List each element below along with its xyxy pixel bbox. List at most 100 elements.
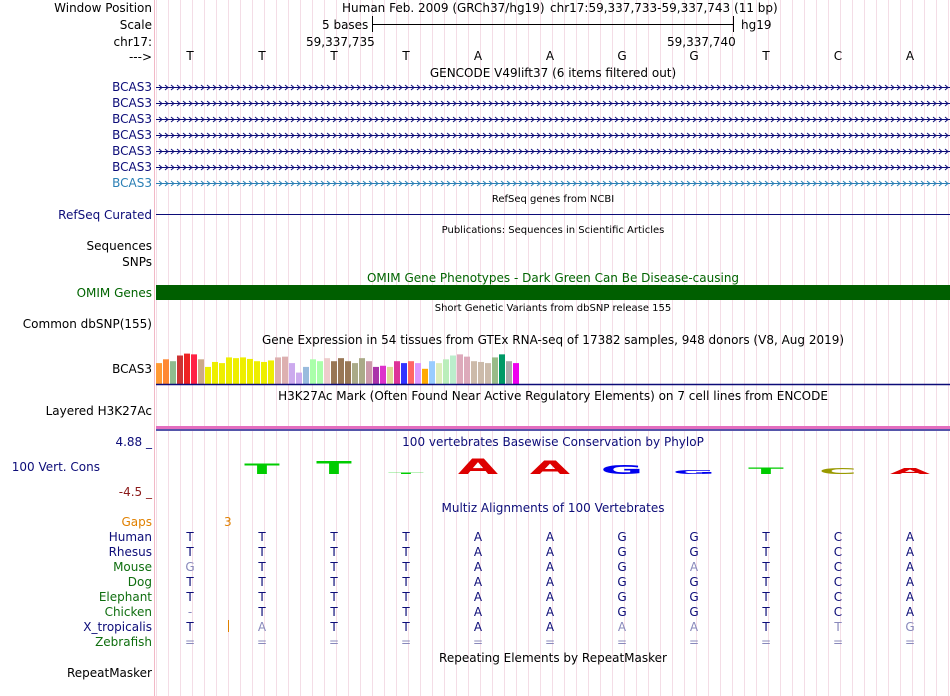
gtex-tissue-bar[interactable]: [415, 363, 421, 384]
gtex-tissue-bar[interactable]: [457, 354, 463, 384]
multiz-base: A: [473, 545, 483, 559]
gtex-tissue-bar[interactable]: [303, 366, 309, 384]
gtex-tissue-bar[interactable]: [163, 359, 169, 384]
gtex-tissue-bar[interactable]: [485, 363, 491, 384]
multiz-species-label[interactable]: X_tropicalis: [83, 620, 152, 634]
multiz-base: A: [905, 605, 915, 619]
gencode-transcript-label[interactable]: BCAS3: [112, 96, 152, 110]
gtex-tissue-bar[interactable]: [450, 355, 456, 385]
gencode-transcript[interactable]: [156, 100, 950, 107]
gtex-tissue-bar[interactable]: [219, 363, 225, 384]
gencode-transcript-label[interactable]: BCAS3: [112, 112, 152, 126]
gtex-tissue-bar[interactable]: [205, 366, 211, 384]
gtex-tissue-bar[interactable]: [380, 365, 386, 384]
gtex-tissue-bar[interactable]: [443, 359, 449, 384]
gtex-tissue-bar[interactable]: [464, 356, 470, 384]
h3k27ac-label[interactable]: Layered H3K27Ac: [45, 404, 152, 418]
conservation-label[interactable]: 100 Vert. Cons: [11, 460, 100, 474]
gtex-tissue-bar[interactable]: [212, 361, 218, 384]
gtex-tissue-bar[interactable]: [275, 357, 281, 384]
gencode-transcript[interactable]: [156, 84, 950, 91]
gencode-transcript[interactable]: [156, 164, 950, 171]
gtex-tissue-bar[interactable]: [366, 361, 372, 384]
gtex-tissue-bar[interactable]: [506, 361, 512, 384]
gtex-tissue-bar[interactable]: [429, 361, 435, 384]
snps-label[interactable]: SNPs: [122, 255, 152, 269]
multiz-species-label[interactable]: Elephant: [98, 590, 152, 604]
multiz-base: G: [689, 605, 699, 619]
multiz-species-label[interactable]: Chicken: [104, 605, 152, 619]
gencode-transcript[interactable]: [156, 180, 950, 187]
gtex-tissue-bar[interactable]: [177, 355, 183, 385]
gtex-tissue-bar[interactable]: [289, 363, 295, 384]
gencode-transcript[interactable]: [156, 132, 950, 139]
gtex-tissue-bar[interactable]: [492, 357, 498, 384]
gtex-tissue-bar[interactable]: [254, 361, 260, 384]
multiz-species-label[interactable]: Zebrafish: [95, 635, 152, 649]
multiz-species-label[interactable]: Human: [108, 530, 152, 544]
gtex-tissue-bar[interactable]: [261, 361, 267, 384]
gencode-transcript-label[interactable]: BCAS3: [112, 128, 152, 142]
assembly-text: Human Feb. 2009 (GRCh37/hg19): [342, 1, 545, 15]
gtex-tissue-bar[interactable]: [387, 366, 393, 384]
gencode-transcripts[interactable]: [156, 80, 950, 192]
gtex-tissue-bar[interactable]: [478, 361, 484, 384]
multiz-species-label[interactable]: Mouse: [113, 560, 152, 574]
gencode-transcript-label[interactable]: BCAS3: [112, 80, 152, 94]
gencode-transcript[interactable]: [156, 116, 950, 123]
gtex-tissue-bar[interactable]: [401, 363, 407, 384]
gtex-tissue-bar[interactable]: [184, 353, 190, 384]
gtex-tissue-bar[interactable]: [240, 357, 246, 384]
gtex-tissue-bar[interactable]: [345, 361, 351, 384]
gtex-tissue-bar[interactable]: [338, 358, 344, 384]
gtex-tissue-bar[interactable]: [513, 363, 519, 384]
conservation-letter: T: [388, 472, 423, 474]
gtex-label[interactable]: BCAS3: [112, 362, 152, 376]
gencode-title: GENCODE V49lift37 (6 items filtered out): [429, 66, 677, 80]
gtex-tissue-bar[interactable]: [268, 360, 274, 384]
reference-base: T: [330, 49, 338, 63]
conservation-letter: G: [673, 469, 716, 476]
gencode-transcript-label[interactable]: BCAS3: [112, 144, 152, 158]
gtex-tissue-bar[interactable]: [331, 361, 337, 384]
gtex-tissue-bar[interactable]: [352, 363, 358, 384]
gtex-tissue-bar[interactable]: [471, 361, 477, 384]
gtex-tissue-bar[interactable]: [436, 363, 442, 384]
gtex-bar-chart[interactable]: [156, 346, 950, 388]
gtex-tissue-bar[interactable]: [422, 368, 428, 384]
refseq-label[interactable]: RefSeq Curated: [58, 208, 152, 222]
multiz-species-label[interactable]: Rhesus: [108, 545, 152, 559]
gtex-tissue-bar[interactable]: [247, 358, 253, 384]
gtex-tissue-bar[interactable]: [359, 358, 365, 384]
multiz-base: A: [545, 545, 555, 559]
gtex-tissue-bar[interactable]: [282, 356, 288, 384]
gtex-tissue-bar[interactable]: [191, 354, 197, 384]
multiz-base: =: [256, 635, 268, 649]
multiz-base: T: [762, 575, 770, 589]
omim-label[interactable]: OMIM Genes: [76, 286, 152, 300]
repeatmasker-label[interactable]: RepeatMasker: [66, 666, 152, 680]
gencode-transcript[interactable]: [156, 148, 950, 155]
gencode-transcript-label[interactable]: BCAS3: [112, 160, 152, 174]
omim-bar[interactable]: [156, 285, 950, 300]
gtex-tissue-bar[interactable]: [198, 359, 204, 384]
dbsnp-label[interactable]: Common dbSNP(155): [22, 317, 152, 331]
gtex-tissue-bar[interactable]: [499, 354, 505, 384]
gtex-tissue-bar[interactable]: [233, 358, 239, 384]
gtex-tissue-bar[interactable]: [373, 366, 379, 384]
gencode-transcript-label[interactable]: BCAS3: [112, 176, 152, 190]
publications-label[interactable]: Sequences: [86, 239, 152, 253]
gtex-tissue-bar[interactable]: [296, 372, 302, 384]
multiz-base: T: [330, 530, 338, 544]
position-text[interactable]: chr17:59,337,733-59,337,743 (11 bp): [550, 1, 778, 15]
gtex-tissue-bar[interactable]: [317, 361, 323, 384]
gtex-tissue-bar[interactable]: [324, 358, 330, 384]
gtex-tissue-bar[interactable]: [394, 361, 400, 384]
gtex-tissue-bar[interactable]: [156, 363, 162, 384]
gtex-tissue-bar[interactable]: [408, 361, 414, 384]
gtex-tissue-bar[interactable]: [226, 357, 232, 384]
gtex-tissue-bar[interactable]: [170, 361, 176, 384]
multiz-species-label[interactable]: Dog: [127, 575, 152, 589]
gtex-tissue-bar[interactable]: [310, 359, 316, 384]
